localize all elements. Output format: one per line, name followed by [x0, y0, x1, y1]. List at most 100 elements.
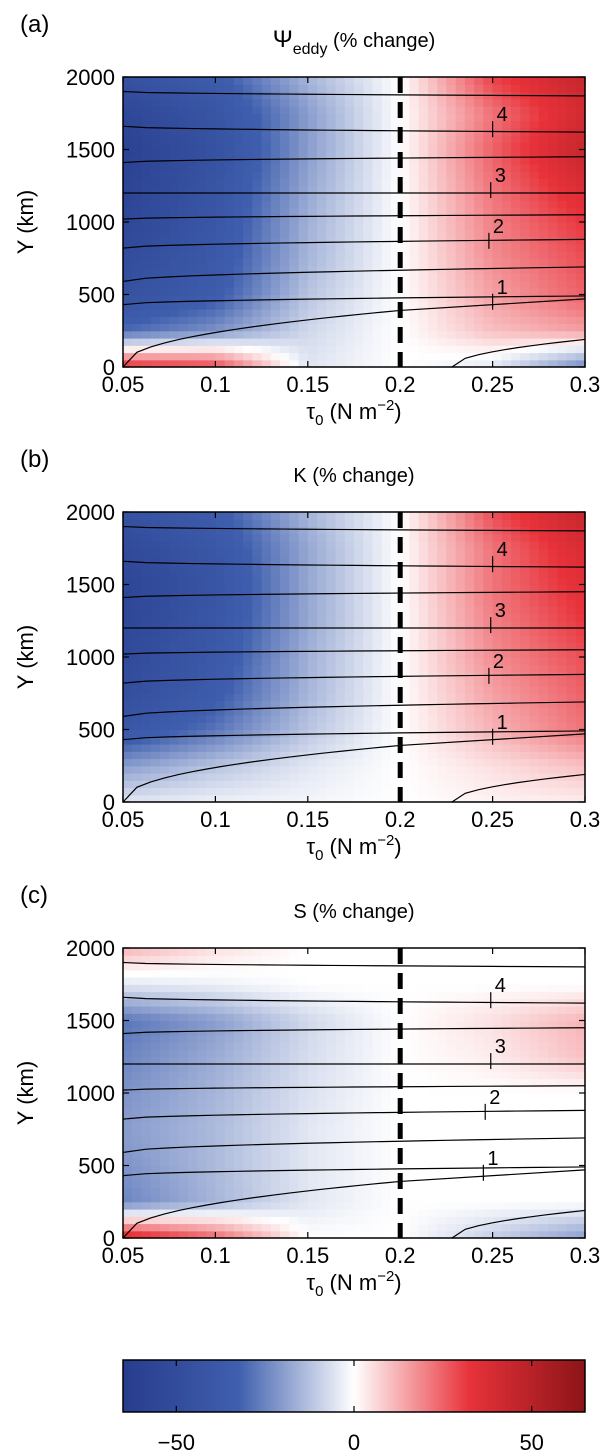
- heatmap-cell: [132, 120, 143, 129]
- heatmap-cell: [169, 693, 180, 702]
- heatmap-cell: [501, 251, 512, 259]
- heatmap-cell: [243, 1216, 253, 1225]
- heatmap-cell: [566, 577, 577, 586]
- heatmap-cell: [464, 773, 475, 781]
- heatmap-cell: [196, 649, 207, 658]
- heatmap-cell: [261, 599, 272, 607]
- heatmap-cell: [224, 113, 235, 122]
- heatmap-cell: [206, 236, 216, 245]
- heatmap-cell: [474, 309, 484, 317]
- heatmap-cell: [215, 77, 226, 85]
- heatmap-cell: [418, 301, 429, 310]
- heatmap-cell: [169, 359, 180, 368]
- heatmap-cell: [270, 962, 281, 971]
- heatmap-cell: [372, 722, 383, 731]
- heatmap-cell: [409, 678, 420, 687]
- heatmap-cell: [123, 526, 133, 535]
- heatmap-cell: [418, 599, 429, 607]
- heatmap-cell: [474, 200, 484, 209]
- heatmap-cell: [317, 1107, 327, 1116]
- heatmap-cell: [354, 533, 364, 542]
- heatmap-cell: [455, 628, 466, 636]
- heatmap-cell: [196, 1194, 207, 1203]
- heatmap-cell: [280, 555, 290, 564]
- heatmap-cell: [400, 693, 411, 702]
- heatmap-cell: [206, 84, 216, 93]
- heatmap-cell: [159, 287, 170, 296]
- heatmap-cell: [280, 142, 290, 151]
- heatmap-cell: [196, 149, 207, 158]
- heatmap-cell: [243, 526, 253, 535]
- heatmap-cell: [520, 214, 531, 223]
- heatmap-cell: [381, 657, 392, 665]
- heatmap-cell: [150, 113, 161, 122]
- heatmap-cell: [501, 744, 512, 752]
- heatmap-cell: [224, 1230, 235, 1239]
- heatmap-cell: [270, 664, 281, 673]
- heatmap-cell: [483, 606, 494, 615]
- heatmap-cell: [215, 1093, 226, 1101]
- heatmap-cell: [298, 243, 309, 252]
- heatmap-cell: [409, 207, 420, 216]
- heatmap-cell: [372, 758, 383, 767]
- heatmap-cell: [215, 635, 226, 644]
- heatmap-cell: [233, 359, 244, 368]
- heatmap-cell: [409, 229, 420, 238]
- heatmap-cell: [215, 686, 226, 694]
- heatmap-cell: [261, 991, 272, 1000]
- heatmap-cell: [381, 700, 392, 709]
- heatmap-cell: [196, 548, 207, 557]
- heatmap-cell: [178, 773, 189, 781]
- heatmap-cell: [261, 962, 272, 971]
- heatmap-cell: [289, 91, 300, 100]
- heatmap-cell: [344, 794, 355, 803]
- contour-line: [122, 591, 586, 599]
- heatmap-cell: [132, 1071, 143, 1080]
- heatmap-cell: [187, 948, 198, 956]
- heatmap-cell: [427, 765, 438, 774]
- contour-label: 1: [497, 712, 508, 734]
- heatmap-cell: [159, 736, 170, 745]
- heatmap-cell: [529, 664, 540, 673]
- heatmap-cell: [261, 562, 272, 571]
- heatmap-cell: [280, 338, 290, 346]
- heatmap-cell: [132, 178, 143, 187]
- heatmap-cell: [455, 323, 466, 332]
- heatmap-cell: [206, 606, 216, 615]
- heatmap-cell: [575, 345, 586, 354]
- heatmap-cell: [224, 243, 235, 252]
- heatmap-cell: [575, 265, 586, 274]
- heatmap-cell: [233, 969, 244, 978]
- heatmap-cell: [372, 780, 383, 789]
- heatmap-cell: [233, 984, 244, 993]
- heatmap-cell: [224, 736, 235, 745]
- heatmap-cell: [381, 345, 392, 354]
- y-tick-label: 2000: [66, 500, 115, 525]
- x-label-subscript: 0: [315, 412, 323, 429]
- heatmap-cell: [280, 127, 290, 136]
- heatmap-cell: [196, 570, 207, 578]
- heatmap-cell: [233, 1187, 244, 1196]
- heatmap-cell: [455, 642, 466, 651]
- heatmap-cell: [354, 758, 364, 767]
- heatmap-cell: [464, 686, 475, 694]
- heatmap-cell: [307, 526, 318, 535]
- heatmap-cell: [326, 635, 337, 644]
- heatmap-cell: [557, 722, 568, 731]
- heatmap-cell: [520, 265, 531, 274]
- heatmap-cell: [326, 533, 337, 542]
- heatmap-cell: [511, 200, 521, 209]
- heatmap-cell: [307, 751, 318, 760]
- heatmap-cell: [409, 120, 420, 129]
- heatmap-cell: [132, 229, 143, 238]
- heatmap-cell: [178, 200, 189, 209]
- heatmap-cell: [196, 1064, 207, 1072]
- heatmap-cell: [483, 156, 494, 165]
- heatmap-cell: [446, 178, 457, 187]
- heatmap-cell: [307, 258, 318, 267]
- heatmap-cell: [501, 613, 512, 622]
- heatmap-cell: [206, 962, 216, 971]
- heatmap-cell: [455, 287, 466, 296]
- heatmap-cell: [326, 193, 337, 201]
- heatmap-cell: [437, 635, 447, 644]
